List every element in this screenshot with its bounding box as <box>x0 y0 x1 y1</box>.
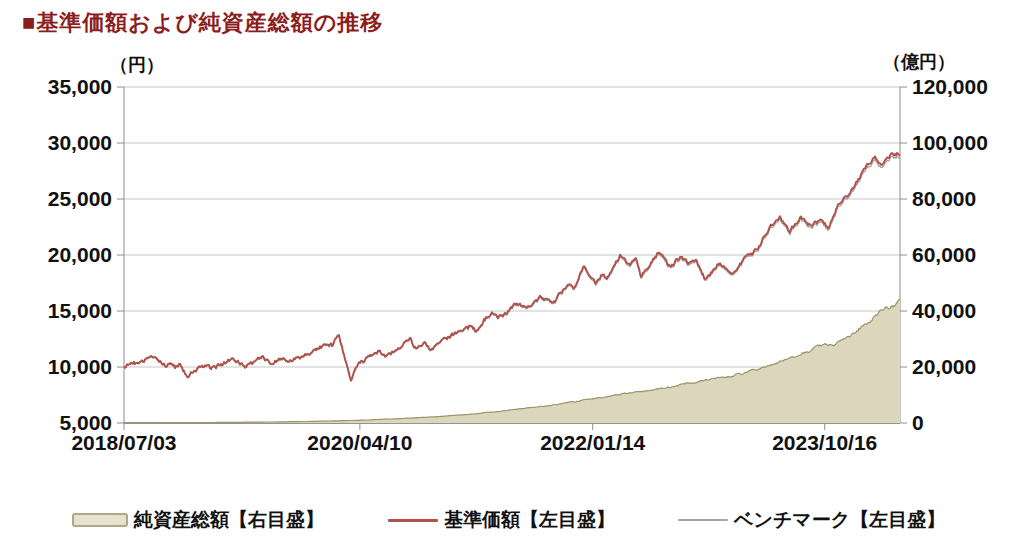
y-axis-label-right: 60,000 <box>912 244 1024 266</box>
legend-item-benchmark: ベンチマーク【左目盛】 <box>678 506 945 534</box>
legend-item-net-assets: 純資産総額【右目盛】 <box>72 506 324 534</box>
y-axis-label-right: 120,000 <box>912 76 1024 98</box>
nav-line-swatch-icon <box>388 519 438 522</box>
benchmark-line-swatch-icon <box>678 519 728 521</box>
chart-page: ■基準価額および純資産総額の推移 （円） （億円） 35,00030,00025… <box>0 0 1024 560</box>
y-axis-label-left: 20,000 <box>0 244 112 266</box>
y-axis-label-left: 10,000 <box>0 356 112 378</box>
x-axis-label: 2020/04/10 <box>285 432 435 454</box>
y-axis-label-left: 25,000 <box>0 188 112 210</box>
legend-label-benchmark: ベンチマーク【左目盛】 <box>734 507 945 533</box>
x-axis-label: 2022/01/14 <box>518 432 668 454</box>
y-axis-label-left: 30,000 <box>0 132 112 154</box>
y-axis-label-left: 15,000 <box>0 300 112 322</box>
x-axis-label: 2023/10/16 <box>750 432 900 454</box>
y-axis-label-right: 20,000 <box>912 356 1024 378</box>
y-axis-label-right: 0 <box>912 412 1024 434</box>
legend-label-net-assets: 純資産総額【右目盛】 <box>134 507 324 533</box>
y-axis-label-right: 80,000 <box>912 188 1024 210</box>
y-axis-label-right: 40,000 <box>912 300 1024 322</box>
chart-canvas <box>0 0 1024 560</box>
y-axis-label-left: 35,000 <box>0 76 112 98</box>
y-axis-label-right: 100,000 <box>912 132 1024 154</box>
x-axis-label: 2018/07/03 <box>49 432 199 454</box>
legend-label-nav: 基準価額【左目盛】 <box>444 507 615 533</box>
chart-legend: 純資産総額【右目盛】 基準価額【左目盛】 ベンチマーク【左目盛】 <box>0 506 1024 536</box>
net-assets-area-swatch-icon <box>72 513 128 527</box>
legend-item-nav: 基準価額【左目盛】 <box>388 506 615 534</box>
